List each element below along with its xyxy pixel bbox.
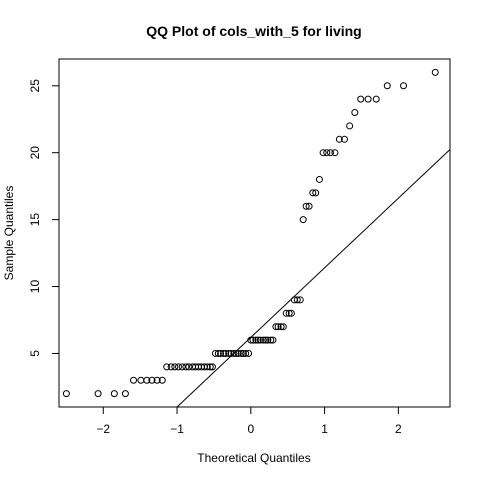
data-point bbox=[309, 189, 317, 197]
x-tick-label: 0 bbox=[247, 422, 254, 436]
data-point bbox=[203, 363, 211, 371]
data-point bbox=[206, 363, 214, 371]
data-point bbox=[217, 349, 225, 357]
y-axis-label: Sample Quantiles bbox=[2, 186, 16, 281]
data-point bbox=[94, 390, 102, 398]
x-tick-label: 1 bbox=[321, 422, 328, 436]
data-point bbox=[110, 390, 118, 398]
x-tick-label: −2 bbox=[96, 422, 110, 436]
data-point bbox=[158, 376, 166, 384]
x-axis-label: Theoretical Quantiles bbox=[197, 451, 310, 465]
data-point bbox=[364, 95, 372, 103]
data-point bbox=[341, 135, 349, 143]
data-point bbox=[234, 349, 242, 357]
data-point bbox=[267, 336, 275, 344]
data-point bbox=[272, 323, 280, 331]
plot-area bbox=[62, 68, 451, 408]
data-point bbox=[239, 349, 247, 357]
y-tick-label: 5 bbox=[28, 350, 42, 357]
data-point bbox=[335, 135, 343, 143]
data-point bbox=[225, 349, 233, 357]
data-point bbox=[208, 363, 216, 371]
data-point bbox=[326, 149, 334, 157]
data-point bbox=[143, 376, 151, 384]
data-point bbox=[252, 336, 260, 344]
data-point bbox=[220, 349, 228, 357]
data-point bbox=[312, 189, 320, 197]
data-point bbox=[242, 349, 250, 357]
data-point bbox=[315, 175, 323, 183]
x-tick-label: −1 bbox=[170, 422, 184, 436]
y-tick-label: 15 bbox=[28, 213, 42, 227]
reference-line bbox=[176, 149, 451, 408]
x-axis: −2 −1 0 1 2 bbox=[96, 407, 402, 436]
data-point bbox=[178, 363, 186, 371]
data-point bbox=[383, 82, 391, 90]
data-point bbox=[274, 323, 282, 331]
data-point bbox=[247, 336, 255, 344]
data-point bbox=[227, 349, 235, 357]
data-point bbox=[121, 390, 129, 398]
data-point bbox=[277, 323, 285, 331]
data-point bbox=[167, 363, 175, 371]
data-point bbox=[319, 149, 327, 157]
data-point bbox=[230, 349, 238, 357]
data-point bbox=[259, 336, 267, 344]
data-point bbox=[62, 390, 70, 398]
data-point bbox=[282, 309, 290, 317]
data-point bbox=[346, 122, 354, 130]
data-point bbox=[302, 202, 310, 210]
data-point bbox=[137, 376, 145, 384]
data-point bbox=[262, 336, 270, 344]
y-axis: 5 10 15 20 25 bbox=[28, 79, 59, 357]
y-tick-label: 20 bbox=[28, 146, 42, 160]
data-point bbox=[211, 349, 219, 357]
data-point bbox=[171, 363, 179, 371]
data-point bbox=[323, 149, 331, 157]
data-point bbox=[254, 336, 262, 344]
data-point bbox=[331, 149, 339, 157]
data-point bbox=[296, 296, 304, 304]
data-point bbox=[175, 363, 183, 371]
data-point bbox=[400, 82, 408, 90]
data-point bbox=[279, 323, 287, 331]
data-point bbox=[185, 363, 193, 371]
data-point bbox=[269, 336, 277, 344]
data-point bbox=[148, 376, 156, 384]
data-point bbox=[285, 309, 293, 317]
data-point bbox=[431, 68, 439, 76]
data-point bbox=[256, 336, 264, 344]
y-tick-label: 10 bbox=[28, 280, 42, 294]
data-point bbox=[153, 376, 161, 384]
data-point bbox=[249, 336, 257, 344]
data-point bbox=[214, 349, 222, 357]
data-point bbox=[372, 95, 380, 103]
data-point bbox=[163, 363, 171, 371]
y-tick-label: 25 bbox=[28, 79, 42, 93]
chart-title: QQ Plot of cols_with_5 for living bbox=[146, 23, 361, 39]
data-point bbox=[357, 95, 365, 103]
data-point bbox=[299, 216, 307, 224]
data-point bbox=[222, 349, 230, 357]
data-point bbox=[293, 296, 301, 304]
data-point bbox=[245, 349, 253, 357]
x-tick-label: 2 bbox=[395, 422, 402, 436]
plot-frame bbox=[58, 58, 451, 408]
data-point bbox=[130, 376, 138, 384]
data-point bbox=[237, 349, 245, 357]
data-point bbox=[287, 309, 295, 317]
data-point bbox=[305, 202, 313, 210]
data-point bbox=[182, 363, 190, 371]
data-point bbox=[351, 109, 359, 117]
data-point bbox=[232, 349, 240, 357]
data-point bbox=[264, 336, 272, 344]
